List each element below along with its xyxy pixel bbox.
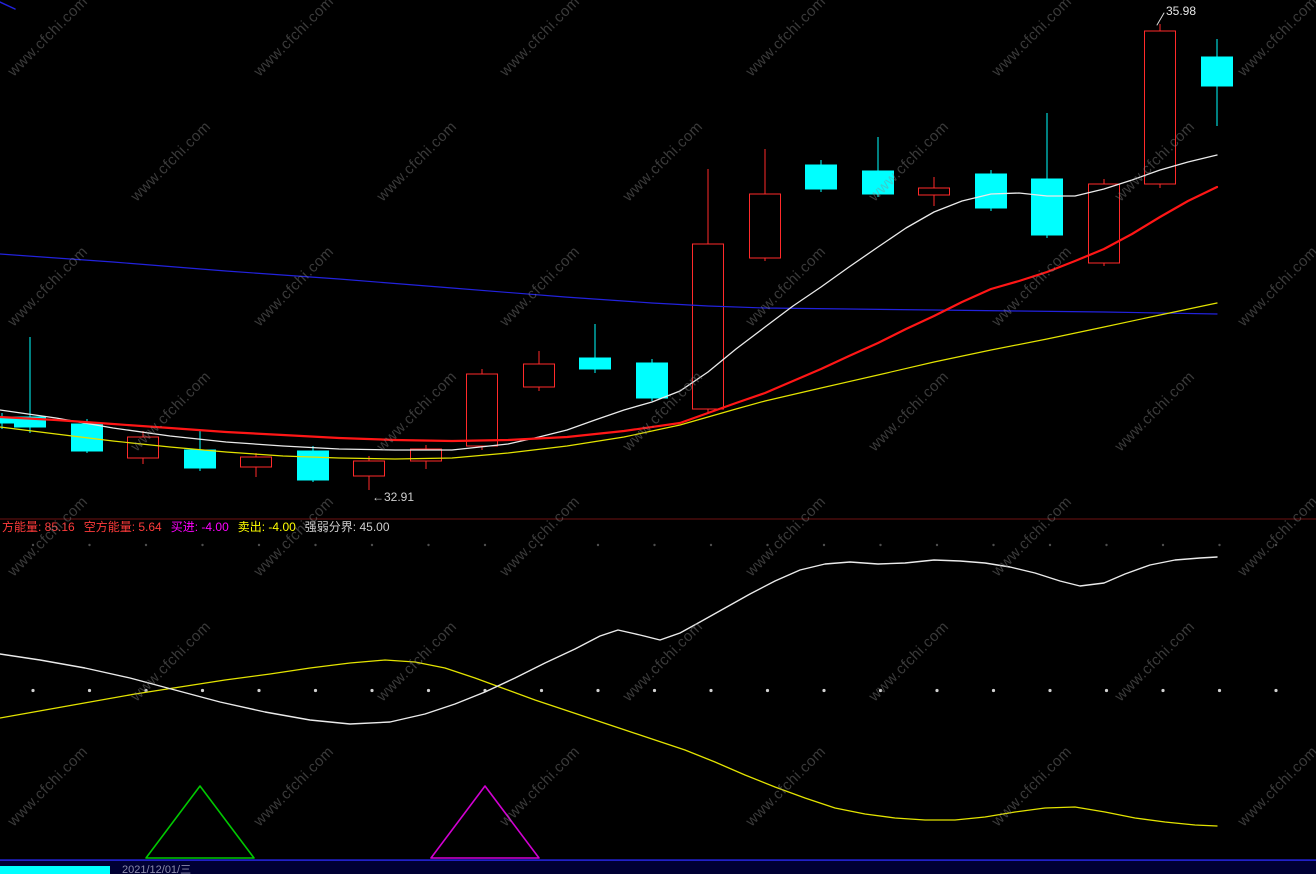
candle-body-up <box>918 187 950 196</box>
left-arrow-icon: ← <box>372 490 384 504</box>
corner-tick <box>0 1 16 10</box>
grid-dot <box>652 688 657 693</box>
grid-dot <box>992 543 995 547</box>
grid-dot <box>822 688 826 693</box>
low-price-label: ←32.91 <box>372 490 414 504</box>
grid-dot <box>370 543 374 547</box>
sell-signal-triangle <box>430 785 540 859</box>
buy-signal-triangle <box>145 785 255 859</box>
candle-body-up <box>1088 183 1120 264</box>
grid-dot <box>596 688 600 693</box>
grid-dot <box>88 543 91 547</box>
grid-dot <box>1217 688 1222 693</box>
grid-dot <box>879 543 882 547</box>
grid-dot <box>483 543 487 547</box>
grid-dot <box>765 688 770 693</box>
grid-dot <box>1104 688 1109 693</box>
candle-body-up <box>240 456 272 468</box>
grid-dot <box>935 543 939 547</box>
candle-body-up <box>523 363 555 388</box>
grid-dot <box>539 688 544 693</box>
grid-dot <box>540 543 543 547</box>
candle-body-up <box>353 460 385 477</box>
grid-dot <box>144 543 148 547</box>
ma-line-red <box>0 185 1219 443</box>
grid-dot <box>370 688 374 693</box>
candle-body-up <box>692 243 724 410</box>
candle-body-down <box>862 170 894 195</box>
grid-dot <box>709 688 713 693</box>
candle-body-down <box>184 449 216 469</box>
candle-body-down <box>14 416 46 428</box>
grid-dot <box>31 543 35 547</box>
high-label-pointer <box>1156 12 1165 26</box>
indicator-values-row: 方能量: 85.16 空方能量: 5.64 买进: -4.00 卖出: -4.00 强弱… <box>2 520 399 534</box>
high-price-label: 35.98 <box>1166 4 1197 18</box>
indicator-item: 空方能量: 5.64 <box>83 520 162 534</box>
grid-dot <box>709 543 713 547</box>
indicator-item: 买进: -4.00 <box>170 520 229 534</box>
candle-body-up <box>749 193 781 259</box>
ma-line-blue <box>0 253 1218 315</box>
ma-line-yellow <box>0 302 1218 460</box>
grid-dot <box>200 688 205 693</box>
indicator-line-yellow <box>0 659 1218 827</box>
grid-dot <box>1105 543 1108 547</box>
grid-dot <box>1161 688 1165 693</box>
candle-body-down <box>1201 56 1233 87</box>
candle-body-down <box>579 357 611 370</box>
candle-body-down <box>805 164 837 190</box>
grid-dot <box>314 543 317 547</box>
grid-dot <box>1048 688 1052 693</box>
grid-dot <box>257 688 261 693</box>
grid-dot <box>257 543 261 547</box>
candle-body-up <box>1144 30 1176 185</box>
indicator-item: 方能量: 85.16 <box>2 520 75 534</box>
grid-dot <box>313 688 318 693</box>
indicator-item: 卖出: -4.00 <box>237 520 296 534</box>
grid-dot <box>935 688 939 693</box>
grid-dot <box>1161 543 1165 547</box>
grid-dot <box>1048 543 1052 547</box>
candle-body-down <box>297 450 329 481</box>
candle-body-down <box>975 173 1007 209</box>
grid-dot <box>822 543 826 547</box>
grid-dot <box>426 688 431 693</box>
grid-dot <box>87 688 92 693</box>
grid-dot <box>427 543 430 547</box>
grid-dot <box>991 688 996 693</box>
candle-body-down <box>636 362 668 399</box>
grid-dot <box>1274 543 1278 547</box>
grid-dot <box>878 688 883 693</box>
grid-dot <box>201 543 204 547</box>
ma-line-white <box>0 154 1218 451</box>
candle-body-up <box>466 373 498 447</box>
grid-dot <box>144 688 148 693</box>
low-price-text: 32.91 <box>384 490 415 504</box>
grid-dot <box>653 543 656 547</box>
date-label: 2021/12/01/三 <box>122 864 192 874</box>
scrollbar-thumb[interactable] <box>0 866 110 874</box>
grid-dot <box>31 688 35 693</box>
candle-body-down <box>1031 178 1063 236</box>
grid-dot <box>766 543 769 547</box>
indicator-line-white <box>0 556 1218 725</box>
grid-dot <box>1218 543 1221 547</box>
grid-dot <box>596 543 600 547</box>
candle-body-up <box>127 436 159 459</box>
indicator-item: 强弱分界: 45.00 <box>304 520 390 534</box>
grid-dot <box>1274 688 1278 693</box>
status-bar: 2021/12/01/三 <box>0 860 1316 874</box>
